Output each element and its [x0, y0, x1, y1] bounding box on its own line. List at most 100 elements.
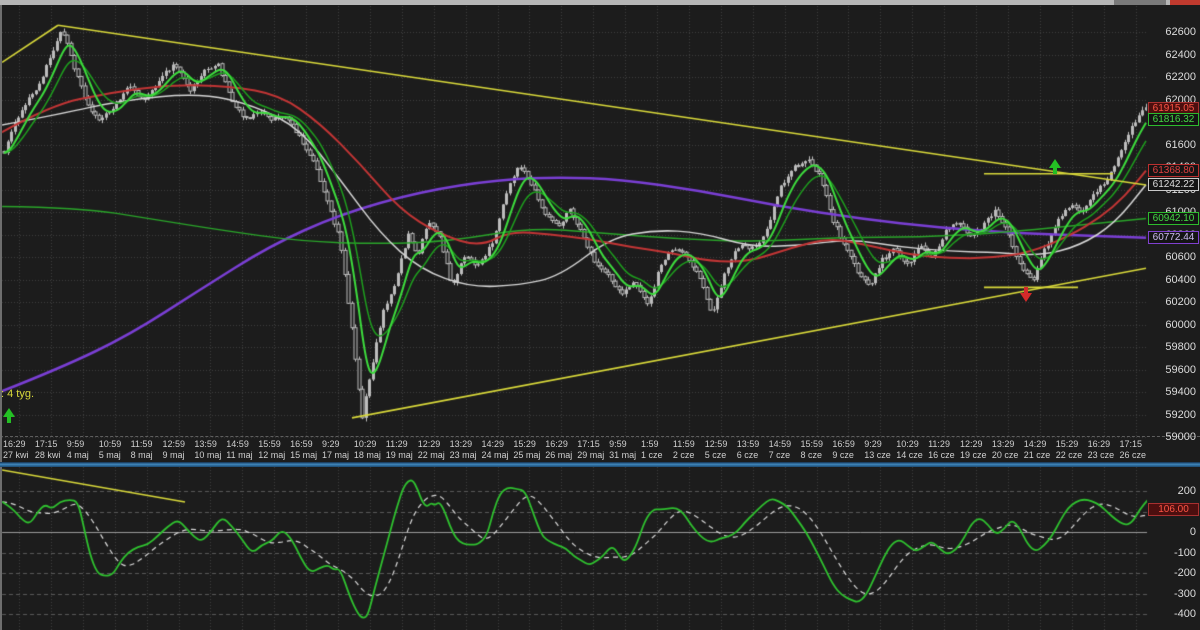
time-label: 13:59	[194, 439, 217, 449]
arrow-stem	[1053, 168, 1057, 174]
time-label: 17:15	[34, 439, 58, 449]
time-label: 11:29	[385, 439, 408, 449]
price-value-badge: 61242.22	[1148, 177, 1199, 191]
date-label: 18 maj	[353, 450, 381, 460]
price-value-badge: 61816.32	[1148, 113, 1199, 127]
date-label: 5 cze	[704, 450, 727, 460]
time-label: 10:29	[896, 439, 919, 449]
date-label: 8 cze	[800, 450, 823, 460]
buy-arrow-icon	[3, 408, 15, 423]
price-tick-label: 60400	[1165, 273, 1196, 286]
date-label: 24 maj	[481, 450, 509, 460]
date-label: 2 cze	[672, 450, 695, 460]
date-label: 29 maj	[577, 450, 605, 460]
time-label: 11:59	[130, 439, 153, 449]
date-label: 31 maj	[609, 450, 637, 460]
buy-arrow-icon	[3, 408, 15, 417]
date-label: 12 maj	[258, 450, 286, 460]
time-label: 12:29	[960, 439, 983, 449]
oscillator-tick-label: 0	[1189, 526, 1196, 538]
close-button-strip[interactable]	[1170, 0, 1200, 5]
date-label: 17 maj	[322, 450, 350, 460]
time-label: 9:59	[609, 439, 627, 449]
window-button-strip[interactable]	[1114, 0, 1166, 5]
time-label: 9:29	[322, 439, 340, 449]
time-label: 16:29	[545, 439, 568, 449]
time-label: 10:59	[98, 439, 122, 449]
price-tick-label: 62400	[1165, 48, 1196, 61]
price-tick-label: 60600	[1165, 251, 1196, 263]
trend-note-label: : 4 tyg.	[1, 388, 35, 400]
price-tick-label: 60000	[1165, 318, 1196, 331]
date-label: 11 maj	[226, 450, 253, 460]
date-label: 28 kwi	[34, 450, 61, 460]
time-label: 9:29	[864, 439, 882, 449]
date-label: 4 maj	[66, 450, 89, 460]
time-label: 17:15	[577, 439, 600, 449]
window-left-edge	[0, 5, 2, 630]
time-label: 12:29	[417, 439, 441, 449]
date-label: 9 cze	[832, 450, 854, 460]
time-label: 10:29	[353, 439, 377, 449]
time-label: 13:29	[991, 439, 1015, 449]
date-label: 23 cze	[1087, 450, 1115, 460]
date-label: 22 maj	[417, 450, 445, 460]
oscillator-tick-label: -400	[1173, 608, 1196, 620]
sell-arrow-icon	[1020, 293, 1032, 302]
sell-arrow-icon	[1020, 287, 1032, 302]
date-label: 8 maj	[130, 450, 153, 460]
price-tick-label: 59400	[1165, 386, 1196, 398]
price-tick-label: 60200	[1165, 296, 1196, 308]
price-tick-label: 59200	[1165, 408, 1196, 421]
time-label: 14:29	[1023, 439, 1047, 449]
time-label: 12:59	[704, 439, 728, 449]
date-label: 19 maj	[385, 450, 413, 460]
date-label: 14 cze	[896, 450, 923, 460]
price-tick-label: 61600	[1165, 138, 1196, 151]
date-label: 26 maj	[545, 450, 573, 460]
date-label: 25 maj	[513, 450, 541, 460]
price-value-badge: 61915.05	[1148, 102, 1199, 116]
time-label: 15:29	[1055, 439, 1079, 449]
oscillator-value-badge: 106.00	[1148, 503, 1199, 517]
price-tick-label: 62200	[1165, 71, 1196, 83]
date-label: 10 maj	[194, 450, 222, 460]
price-tick-label: 59800	[1165, 341, 1196, 353]
date-label: 22 cze	[1055, 450, 1083, 460]
time-label: 14:59	[768, 439, 792, 449]
price-value-badge: 60942.10	[1148, 211, 1199, 225]
time-label: 15:59	[800, 439, 824, 449]
time-label: 15:29	[513, 439, 536, 449]
price-value-badge: 60772.44	[1148, 230, 1199, 244]
time-label: 17:15	[1119, 439, 1143, 449]
oscillator-tick-label: -300	[1173, 587, 1196, 600]
oscillator-tick-label: -100	[1173, 546, 1196, 559]
time-label: 11:29	[928, 439, 950, 449]
time-label: 11:59	[672, 439, 695, 449]
price-tick-label: 59000	[1165, 431, 1196, 443]
time-label: 14:59	[226, 439, 249, 449]
date-label: 6 cze	[736, 450, 759, 460]
date-label: 27 kwi	[3, 450, 29, 460]
date-label: 19 cze	[960, 450, 987, 460]
date-label: 15 maj	[290, 450, 318, 460]
buy-arrow-icon	[1049, 159, 1061, 168]
date-label: 13 cze	[864, 450, 891, 460]
price-value-badge: 61368.80	[1148, 163, 1199, 177]
time-label: 13:29	[449, 439, 473, 449]
date-label: 23 maj	[449, 450, 477, 460]
time-label: 16:59	[832, 439, 855, 449]
oscillator-tick-label: 200	[1177, 485, 1196, 497]
date-label: 20 cze	[991, 450, 1019, 460]
arrow-stem	[1024, 287, 1028, 293]
window-top-strip	[0, 0, 1200, 5]
time-label: 12:59	[162, 439, 186, 449]
time-label: 1:59	[641, 439, 659, 449]
panel-separator[interactable]	[0, 462, 1200, 467]
price-tick-label: 59600	[1165, 363, 1196, 376]
time-label: 15:59	[258, 439, 281, 449]
oscillator-tick-label: -200	[1173, 567, 1196, 579]
date-label: 16 cze	[928, 450, 955, 460]
time-label: 16:29	[1087, 439, 1111, 449]
